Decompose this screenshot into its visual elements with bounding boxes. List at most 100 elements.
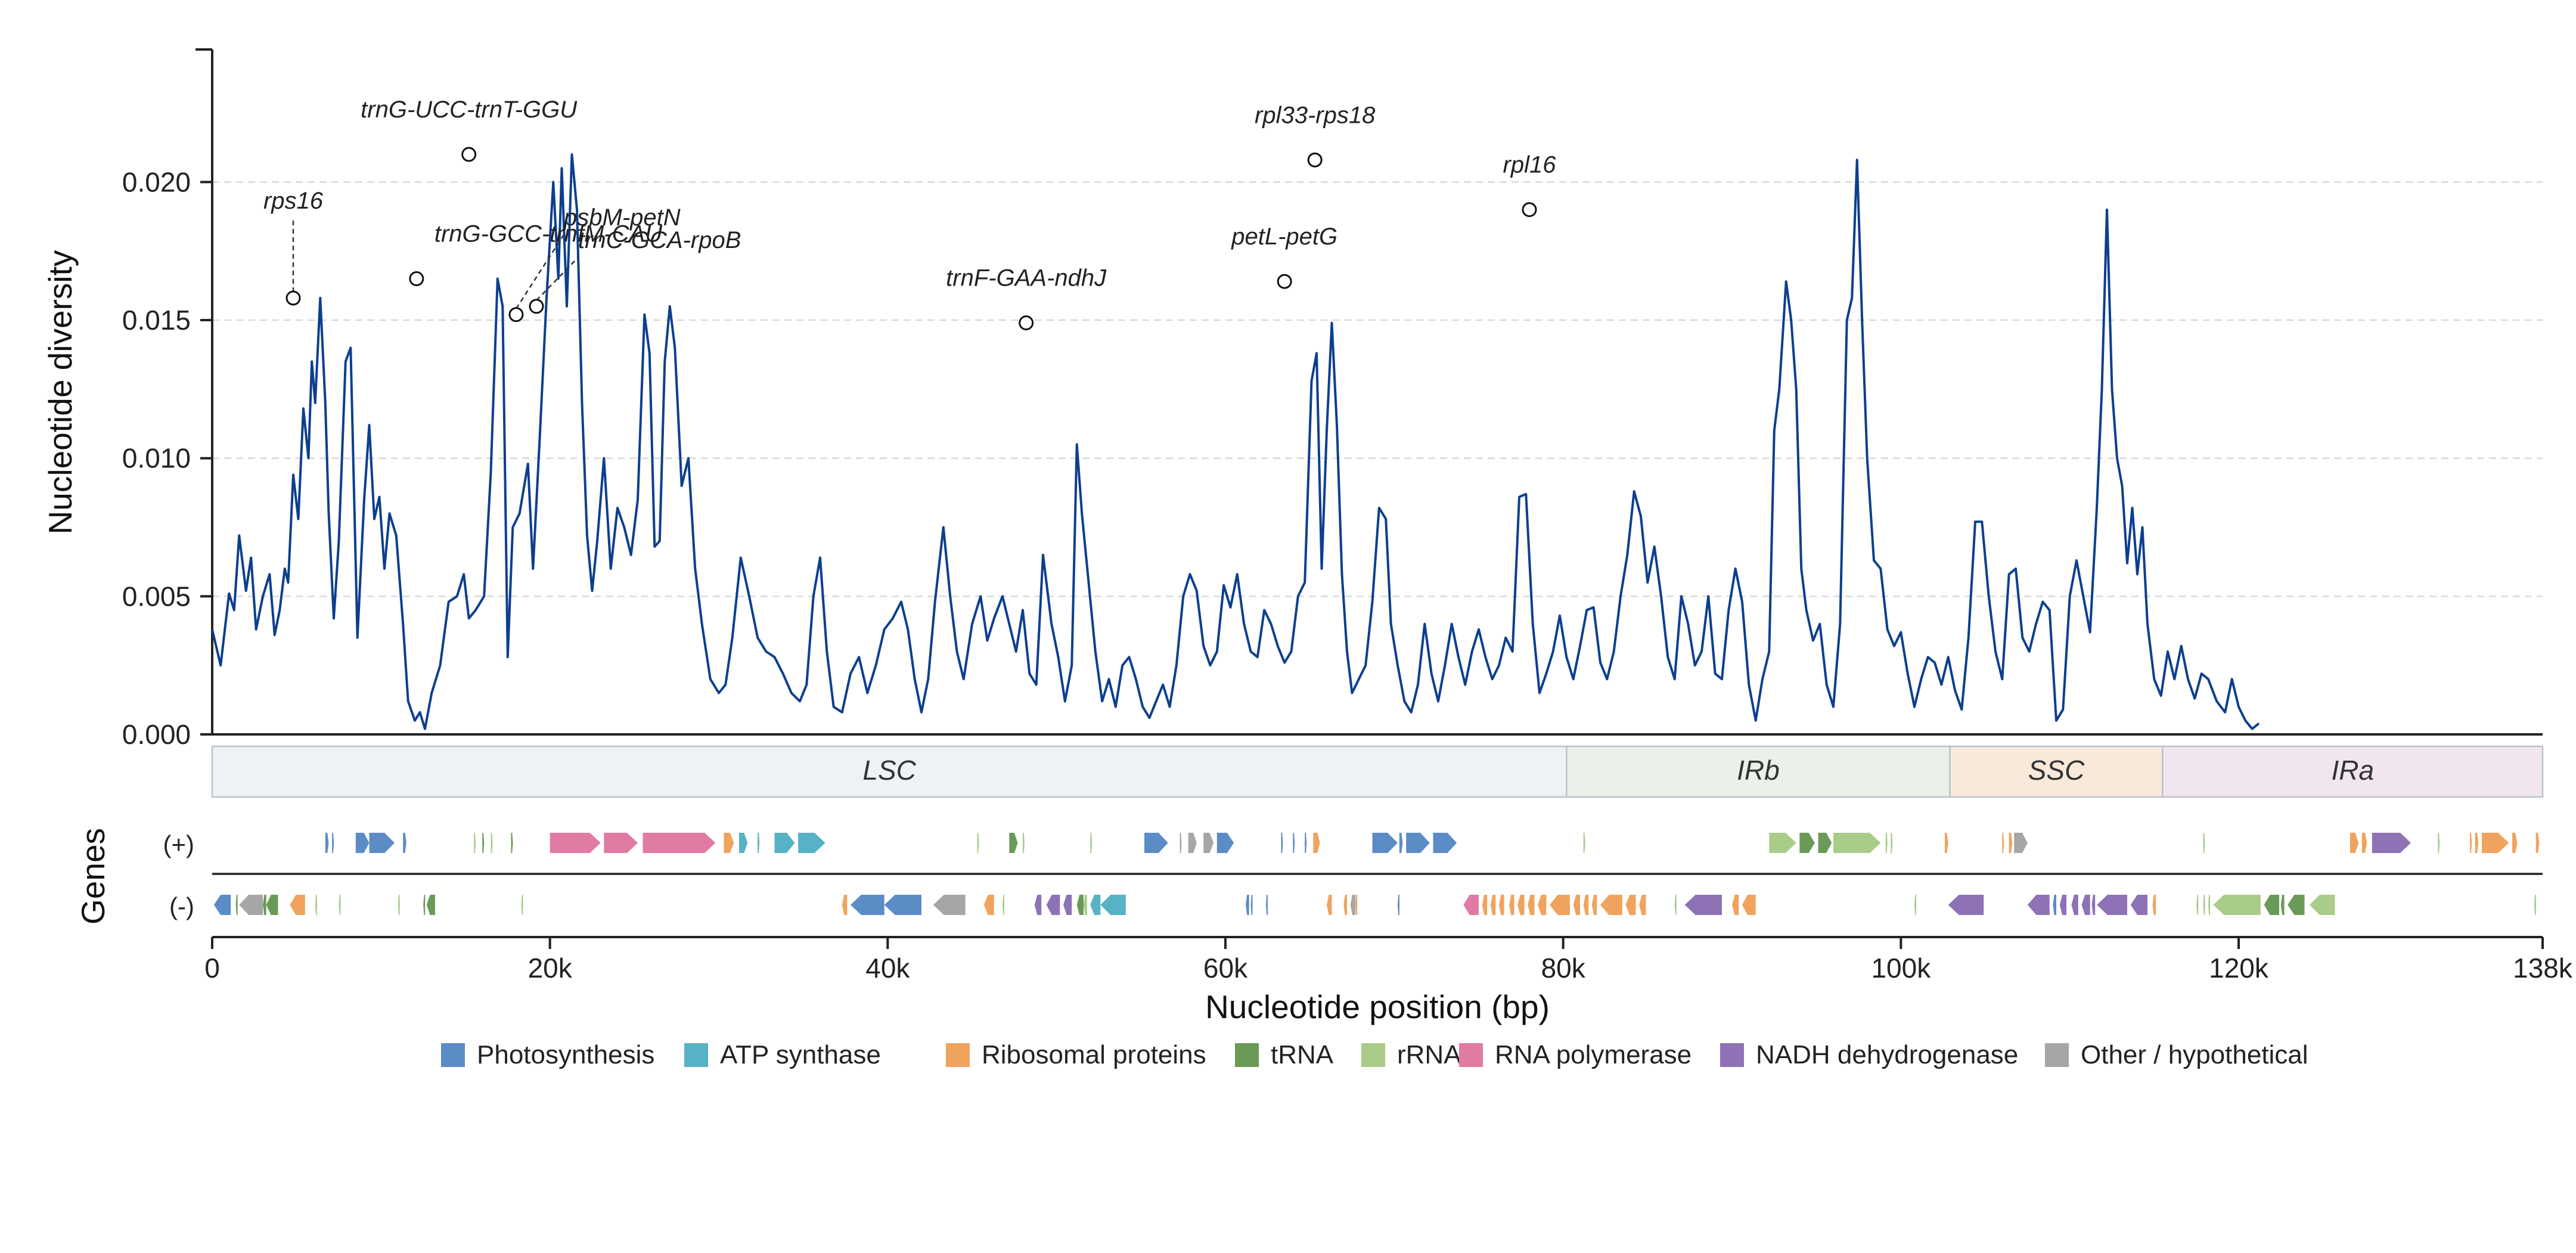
gene-arrow [2310, 895, 2335, 915]
gene-arrow [355, 833, 370, 853]
peak-label: rps16 [263, 188, 324, 214]
gene-arrow [1799, 833, 1815, 853]
gene-arrow [758, 833, 760, 853]
gene-arrow [398, 895, 400, 915]
peak-marker [285, 290, 301, 306]
peak-marker [529, 299, 544, 314]
genes-axis-title: Genes [75, 828, 111, 925]
legend-swatch [1459, 1043, 1483, 1067]
x-ticks: 0 20k 40k 60k 80k 100k 120k 138k [204, 937, 2573, 984]
strand-label-plus: (+) [163, 830, 195, 858]
gene-arrow [1188, 833, 1197, 853]
gene-arrow [1528, 895, 1535, 915]
gene-arrow [884, 895, 921, 915]
gene-arrow [983, 895, 994, 915]
gene-arrow [315, 895, 317, 915]
gene-arrow [1818, 833, 1832, 853]
peak-label: trnG-GCC-trnfM-CAU [434, 221, 663, 247]
gene-arrow [1769, 833, 1796, 853]
genome-region-bar: LSC IRb SSC IRa [211, 745, 2544, 798]
x-tick-label: 100k [1871, 953, 1931, 984]
gene-arrow [1281, 833, 1283, 853]
gene-arrow [474, 833, 476, 853]
legend-swatch [2045, 1043, 2069, 1067]
legend-swatch [684, 1043, 708, 1067]
y-tick-label: 0.010 [122, 443, 191, 474]
gene-arrow [2097, 895, 2127, 915]
gene-arrow [2372, 833, 2411, 853]
gene-arrow [2288, 895, 2305, 915]
gene-arrow [1250, 895, 1253, 915]
gene-arrow [977, 833, 979, 853]
legend-label: tRNA [1271, 1040, 1334, 1069]
gene-arrow [2059, 895, 2066, 915]
gene-arrow [2081, 895, 2090, 915]
x-tick-label: 80k [1541, 953, 1586, 984]
gene-arrow [1482, 895, 1488, 915]
gene-arrow [482, 833, 485, 853]
gene-arrow [1509, 895, 1514, 915]
gene-arrow [1625, 895, 1636, 915]
gene-arrow [2438, 833, 2440, 853]
gene-arrow [1573, 895, 1580, 915]
legend-label: ATP synthase [720, 1040, 881, 1069]
y-axis-title: Nucleotide diversity [42, 250, 79, 534]
legend-label: NADH dehydrogenase [1756, 1040, 2018, 1069]
gene-arrow [2361, 833, 2367, 853]
gene-arrow [1355, 895, 1358, 915]
legend-label: RNA polymerase [1495, 1040, 1692, 1069]
gene-arrow [2053, 895, 2056, 915]
gene-arrow [2091, 895, 2096, 915]
gene-arrow [1266, 895, 1268, 915]
gene-arrow [266, 895, 278, 915]
gene-arrow [1343, 895, 1347, 915]
gene-arrow [1945, 833, 1948, 853]
gene-arrow [1246, 895, 1249, 915]
peak-marker [409, 271, 424, 287]
peak-marker [1019, 315, 1034, 331]
gene-arrow [1583, 895, 1589, 915]
region-label: IRb [1737, 755, 1780, 786]
gene-arrow [2009, 833, 2013, 853]
gene-arrow [1684, 895, 1722, 915]
gene-arrow [2130, 895, 2147, 915]
gene-arrow [1463, 895, 1479, 915]
gene-arrow [426, 895, 435, 915]
gene-arrow [1046, 895, 1060, 915]
gene-arrow [933, 895, 966, 915]
gene-arrow [491, 833, 493, 853]
gene-arrow [2071, 895, 2078, 915]
gene-arrow [1891, 833, 1893, 853]
gene-arrow [2534, 895, 2536, 915]
gene-arrow [1406, 833, 1430, 853]
x-tick-label: 60k [1203, 953, 1248, 984]
peak-marker [1307, 152, 1323, 168]
legend-swatch [946, 1043, 970, 1067]
gene-arrow [1399, 833, 1403, 853]
gene-arrow [798, 833, 825, 853]
axes [195, 48, 2543, 938]
gene-arrow [1550, 895, 1570, 915]
gene-arrow [1076, 895, 1084, 915]
gene-arrow [2482, 833, 2509, 853]
legend-swatch [1361, 1043, 1385, 1067]
peak-leader-line [515, 234, 565, 309]
gene-arrow [739, 833, 748, 853]
gene-arrow [2203, 833, 2205, 853]
gene-arrow [1732, 895, 1739, 915]
gene-arrow [2152, 895, 2156, 915]
y-tick-label: 0.020 [122, 166, 191, 197]
gene-arrow [2196, 895, 2199, 915]
gene-arrow [2014, 833, 2028, 853]
legend-label: rRNA [1397, 1040, 1461, 1069]
gene-arrow [1350, 895, 1356, 915]
peak-marker [508, 307, 524, 322]
gene-arrow [1674, 895, 1677, 915]
legend-swatch [1235, 1043, 1259, 1067]
gene-arrow [1084, 895, 1087, 915]
gene-arrow [1600, 895, 1622, 915]
gene-arrow [1100, 895, 1126, 915]
gene-arrow [1591, 895, 1597, 915]
x-tick-label: 120k [2209, 953, 2269, 984]
